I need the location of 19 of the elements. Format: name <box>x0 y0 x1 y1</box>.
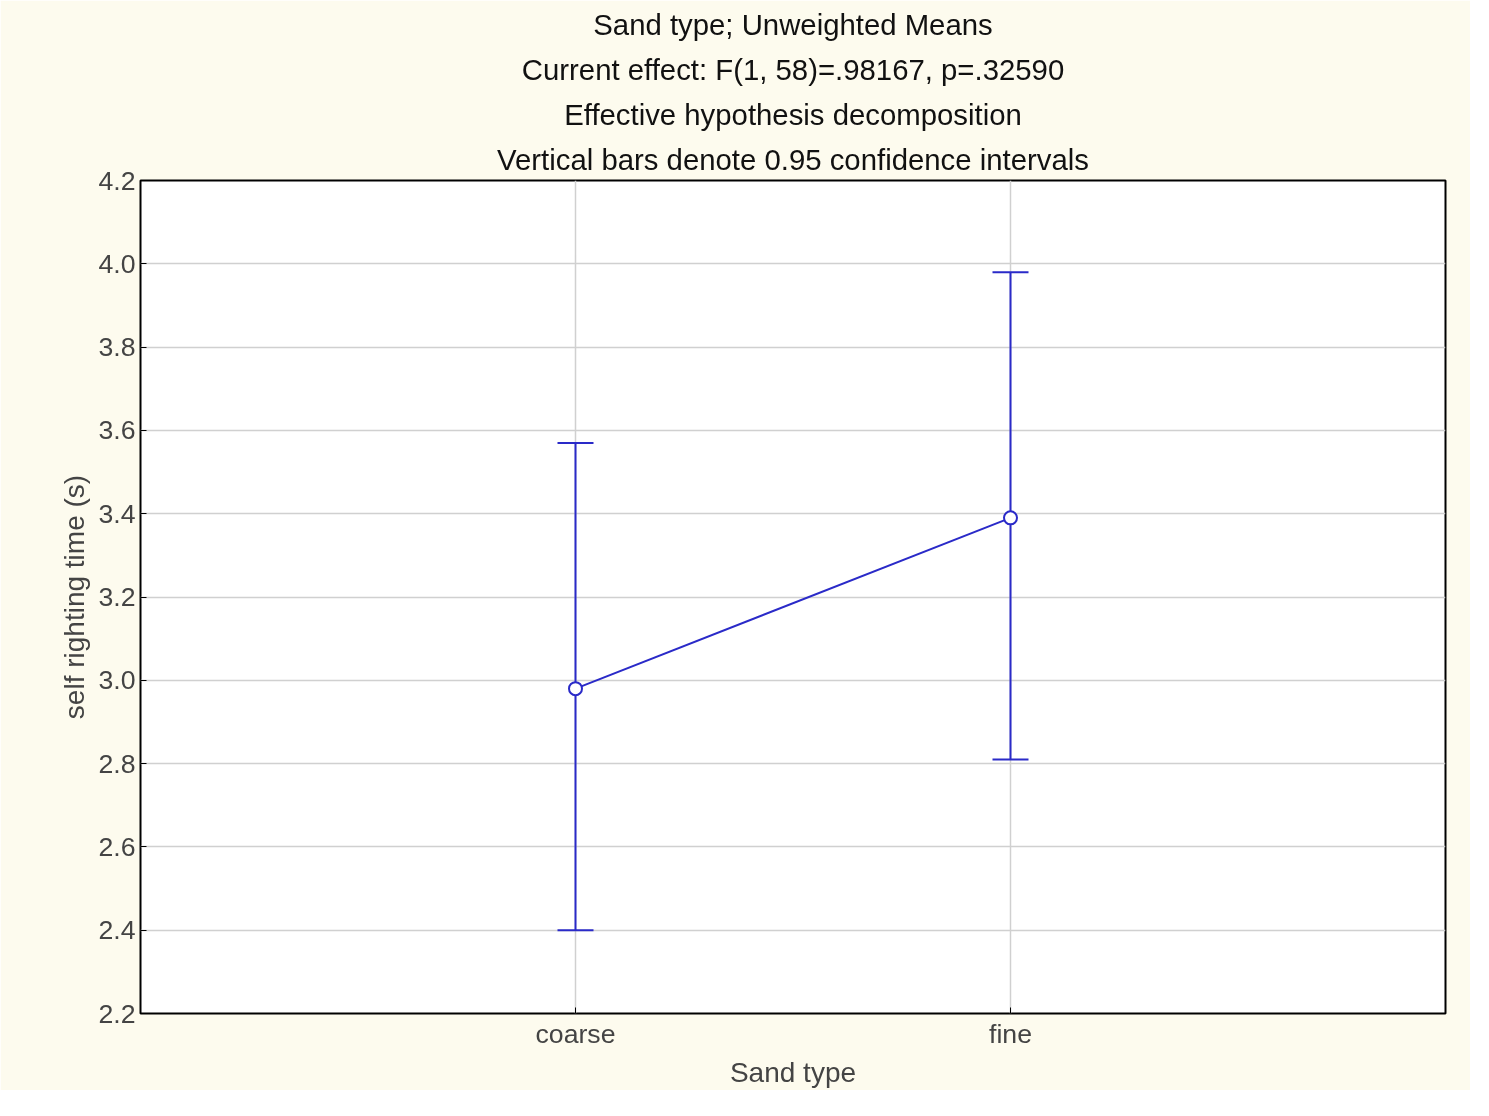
y-tick-label: 3.6 <box>98 415 136 446</box>
y-tick-label: 3.2 <box>98 582 136 612</box>
x-tick-label: coarse <box>535 1018 616 1049</box>
chart-title: Sand type; Unweighted Means <box>593 7 993 41</box>
y-tick-label: 4.2 <box>98 165 136 196</box>
y-tick-label: 2.6 <box>98 831 136 862</box>
y-tick-label: 3.0 <box>98 665 136 696</box>
y-tick-label: 3.4 <box>98 498 136 529</box>
y-tick-label: 2.4 <box>98 915 136 946</box>
y-tick-label: 3.8 <box>98 332 136 363</box>
text: Vertical bars denote 0.95 confidence intervals <box>497 142 1089 176</box>
y-axis-title: self righting time (s) <box>59 474 91 720</box>
x-axis-title: Sand type <box>729 1056 857 1088</box>
y-tick-label: 4.0 <box>98 248 136 279</box>
x-tick-label: fine <box>989 1018 1032 1049</box>
y-tick-label: 2.8 <box>98 748 136 779</box>
text: Effective hypothesis decomposition <box>564 97 1022 131</box>
y-tick-label: 2.2 <box>98 998 136 1029</box>
text: Current effect: F(1, 58)=.98167, p=.32590 <box>521 52 1065 86</box>
